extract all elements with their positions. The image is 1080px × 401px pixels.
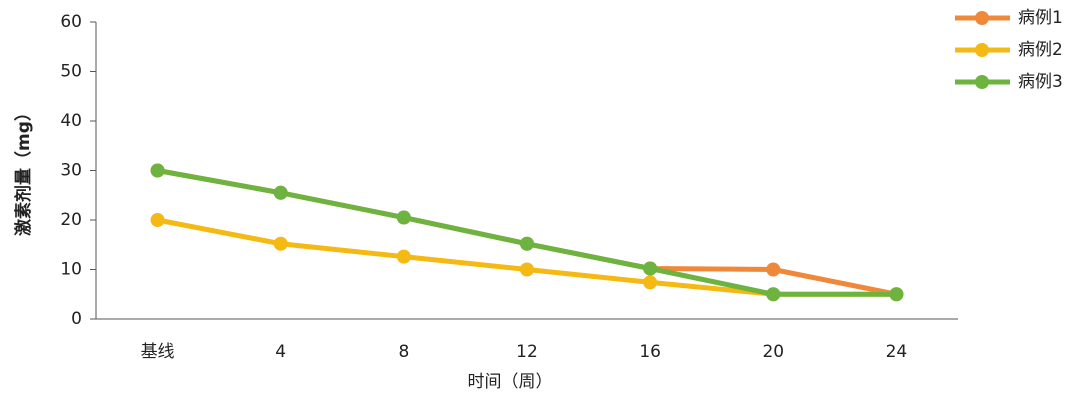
data-point [766,262,781,277]
data-point [889,287,904,302]
data-point [766,287,781,302]
y-tick-label: 20 [60,210,82,230]
x-axis-label: 时间（周） [468,372,553,392]
y-axis-label: 激素剂量（mg） [13,104,34,236]
y-tick-label: 0 [71,309,82,329]
data-point [273,185,288,200]
y-tick-label: 60 [60,12,82,32]
x-tick-label: 12 [516,342,538,362]
legend-marker [975,43,989,57]
data-point [643,275,658,290]
data-point [150,213,165,227]
x-tick-label: 24 [886,342,908,362]
y-tick-label: 40 [60,111,82,131]
data-point [273,236,288,251]
legend-marker [975,75,989,89]
x-tick-label: 20 [762,342,784,362]
data-point [150,163,165,178]
data-point [643,261,658,276]
y-tick-label: 10 [60,260,82,280]
y-tick-label: 30 [60,161,82,181]
legend-label: 病例1 [1018,8,1063,28]
legend-label: 病例3 [1018,72,1063,92]
x-tick-label: 4 [275,342,286,362]
data-point [396,210,411,225]
x-tick-label: 16 [639,342,661,362]
legend-marker [975,11,989,25]
x-tick-label: 8 [398,342,409,362]
data-point [520,262,534,277]
data-point [396,249,411,264]
y-tick-label: 50 [60,62,82,82]
data-point [520,236,534,251]
series-line [157,217,897,297]
x-tick-label: 基线 [141,342,175,362]
legend-label: 病例2 [1018,40,1063,60]
